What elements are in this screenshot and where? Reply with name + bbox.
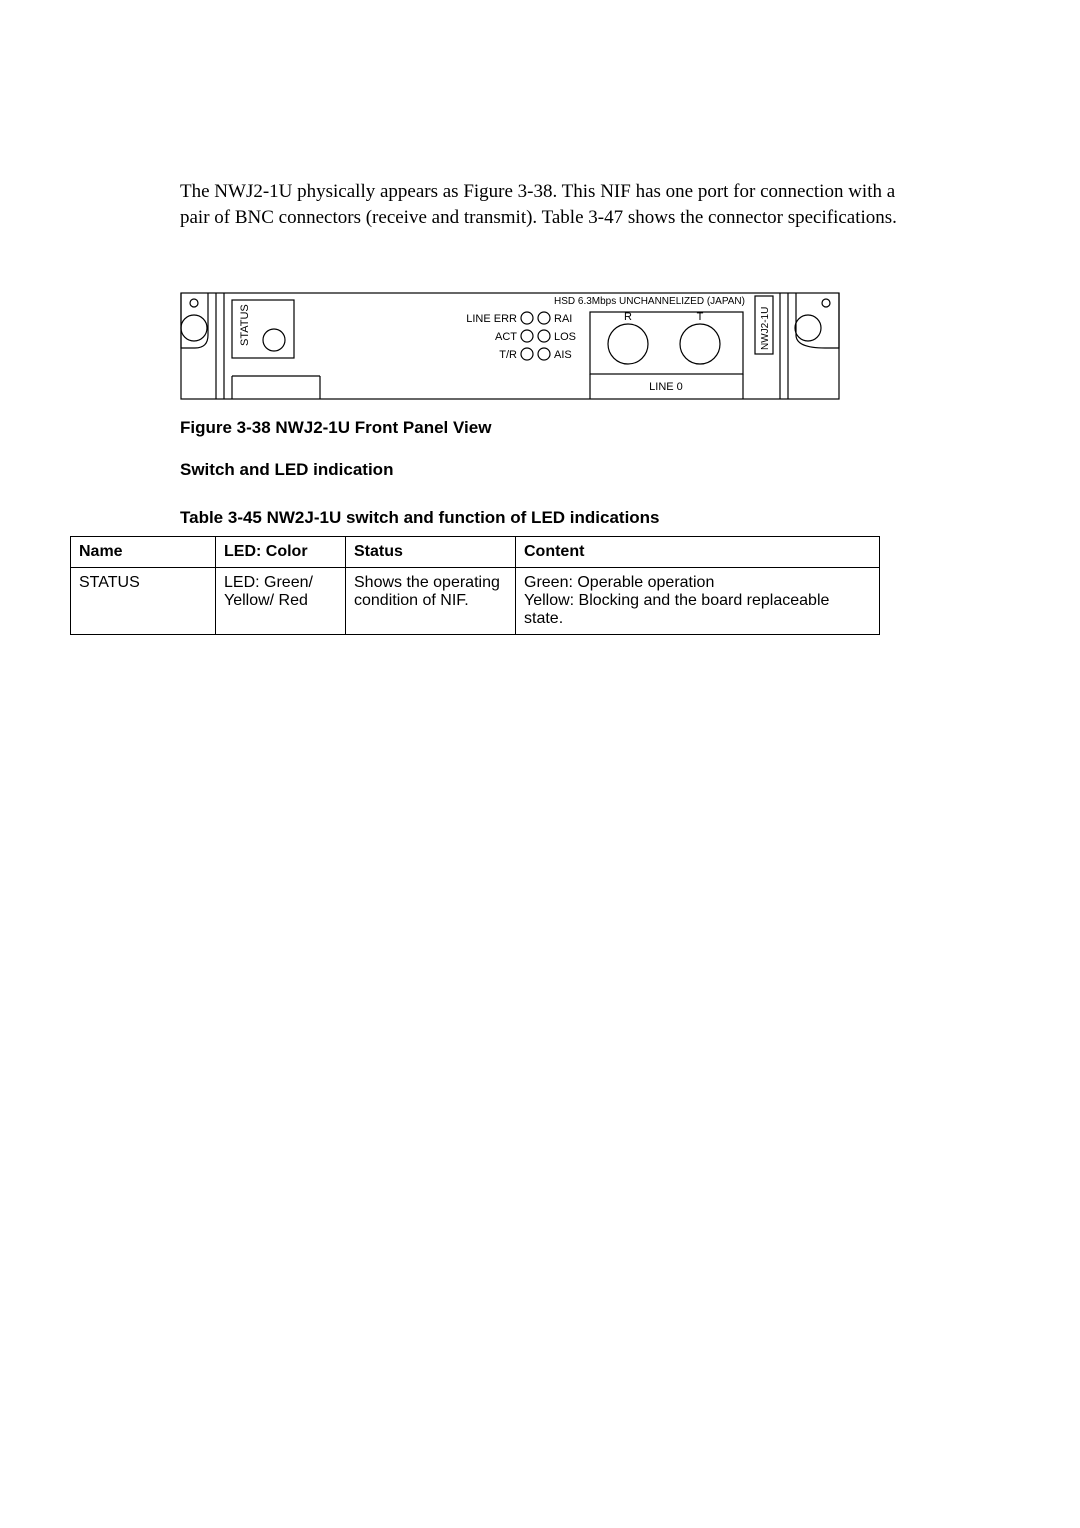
col-status: Status (346, 537, 516, 568)
table-title: Table 3-45 NW2J-1U switch and function o… (180, 508, 910, 528)
connector-t-label: T (697, 311, 704, 323)
led-label-rai: RAI (554, 313, 572, 325)
table-header-row: Name LED: Color Status Content (71, 537, 880, 568)
led-label-ais: AIS (554, 349, 572, 361)
connector-r-label: R (624, 311, 632, 323)
cell-content: Green: Operable operation Yellow: Blocki… (516, 568, 880, 635)
col-content: Content (516, 537, 880, 568)
cell-led: LED: Green/ Yellow/ Red (216, 568, 346, 635)
cell-status: Shows the operating condition of NIF. (346, 568, 516, 635)
table-row: STATUS LED: Green/ Yellow/ Red Shows the… (71, 568, 880, 635)
intro-paragraph: The NWJ2-1U physically appears as Figure… (180, 179, 910, 230)
panel-title: HSD 6.3Mbps UNCHANNELIZED (JAPAN) (554, 296, 745, 307)
col-led: LED: Color (216, 537, 346, 568)
led-table: Name LED: Color Status Content STATUS LE… (70, 536, 880, 635)
figure-caption: Figure 3-38 NWJ2-1U Front Panel View (180, 418, 910, 438)
status-label: STATUS (239, 305, 251, 347)
led-label-tr: T/R (499, 349, 517, 361)
subheading-switch-led: Switch and LED indication (180, 460, 910, 480)
line0-label: LINE 0 (649, 381, 683, 393)
led-label-act: ACT (495, 331, 517, 343)
led-label-los: LOS (554, 331, 576, 343)
model-label: NWJ2-1U (760, 307, 771, 350)
cell-name: STATUS (71, 568, 216, 635)
led-label-line-err: LINE ERR (466, 313, 517, 325)
col-name: Name (71, 537, 216, 568)
front-panel-diagram: STATUS HSD 6.3Mbps UNCHANNELIZED (JAPAN)… (180, 280, 840, 400)
